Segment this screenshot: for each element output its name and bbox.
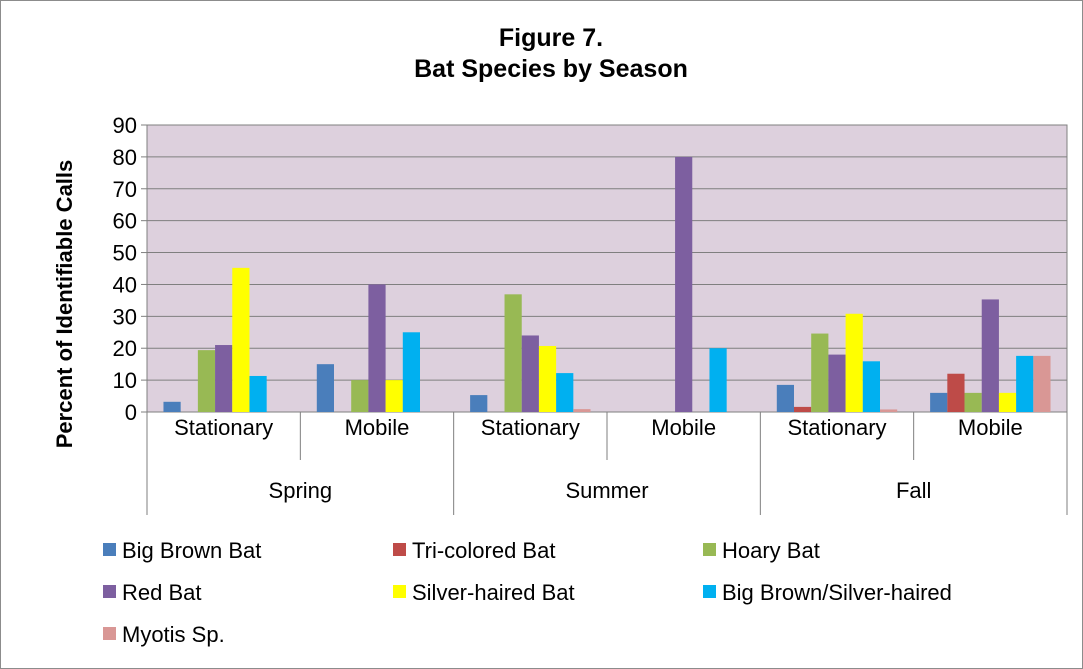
- bar-big-brown-silver-haired: [556, 373, 574, 412]
- chart-subtitle: Bat Species by Season: [414, 55, 688, 83]
- bar-hoary-bat: [351, 380, 369, 412]
- bar-red-bat: [828, 354, 846, 412]
- x-category-label: Mobile: [345, 415, 410, 440]
- x-category-label: Stationary: [787, 415, 886, 440]
- bar-hoary-bat: [197, 350, 216, 412]
- bar-myotis-sp-: [573, 409, 591, 412]
- x-category-label: Mobile: [651, 415, 716, 440]
- bar-hoary-bat: [811, 333, 829, 412]
- legend-label: Red Bat: [122, 580, 202, 605]
- y-tick-label: 90: [113, 113, 137, 138]
- legend: Big Brown Bat Tri-colored Bat Hoary Bat Red…: [103, 538, 952, 647]
- legend-label: Silver-haired Bat: [412, 580, 575, 605]
- legend-swatch: [393, 543, 406, 556]
- bar-tri-colored-bat: [947, 373, 965, 412]
- bar-red-bat: [521, 335, 539, 412]
- bar-big-brown-bat: [163, 401, 181, 412]
- legend-swatch: [103, 543, 116, 556]
- bar-big-brown-silver-haired: [862, 361, 880, 412]
- legend-swatch: [393, 585, 406, 598]
- bar-hoary-bat: [964, 392, 982, 412]
- x-group-label: Spring: [269, 478, 333, 503]
- y-tick-label: 50: [113, 241, 137, 266]
- y-axis-title: Percent of Identifiable Calls: [52, 160, 77, 449]
- bar-big-brown-bat: [470, 395, 488, 412]
- x-category-label: Stationary: [481, 415, 580, 440]
- legend-label: Hoary Bat: [722, 538, 820, 563]
- y-tick-label: 70: [113, 177, 137, 202]
- legend-swatch: [103, 585, 116, 598]
- legend-label: Big Brown/Silver-haired: [722, 580, 952, 605]
- x-group-label: Fall: [896, 478, 931, 503]
- x-category-label: Stationary: [174, 415, 273, 440]
- y-tick-label: 10: [113, 368, 137, 393]
- bar-silver-haired-bat: [232, 267, 250, 412]
- bar-silver-haired-bat: [998, 392, 1017, 412]
- legend-label: Tri-colored Bat: [412, 538, 555, 563]
- legend-swatch: [703, 543, 716, 556]
- bar-big-brown-silver-haired: [402, 332, 420, 412]
- bar-big-brown-silver-haired: [709, 348, 727, 412]
- legend-swatch: [103, 627, 116, 640]
- legend-label: Myotis Sp.: [122, 622, 225, 647]
- y-tick-label: 30: [113, 304, 137, 329]
- y-tick-label: 60: [113, 209, 137, 234]
- bar-big-brown-bat: [776, 384, 794, 412]
- bar-red-bat: [981, 299, 999, 412]
- y-tick-label: 0: [125, 400, 137, 425]
- legend-swatch: [703, 585, 716, 598]
- bar-silver-haired-bat: [845, 313, 863, 412]
- bar-red-bat: [368, 284, 386, 412]
- plot-background: [146, 124, 1068, 413]
- y-tick-label: 20: [113, 336, 137, 361]
- plot-area: 0 10 20 30 40 50 60 70 80 90 Stationary Mobile Stati…: [113, 113, 1068, 515]
- bar-big-brown-silver-haired: [249, 375, 267, 412]
- bar-silver-haired-bat: [538, 345, 557, 412]
- x-category-label: Mobile: [958, 415, 1023, 440]
- bar-red-bat: [675, 156, 693, 412]
- bar-myotis-sp-: [1033, 355, 1051, 412]
- bar-big-brown-bat: [316, 364, 334, 412]
- bar-big-brown-bat: [930, 392, 948, 412]
- bar-myotis-sp-: [880, 409, 898, 412]
- bar-big-brown-silver-haired: [1016, 355, 1034, 412]
- bar-red-bat: [215, 345, 233, 412]
- bar-hoary-bat: [504, 294, 522, 412]
- legend-label: Big Brown Bat: [122, 538, 261, 563]
- chart-title: Figure 7.: [499, 24, 603, 52]
- y-tick-label: 40: [113, 272, 137, 297]
- bar-silver-haired-bat: [385, 380, 403, 412]
- bar-tri-colored-bat: [794, 406, 812, 412]
- y-tick-label: 80: [113, 145, 137, 170]
- x-group-label: Summer: [565, 478, 648, 503]
